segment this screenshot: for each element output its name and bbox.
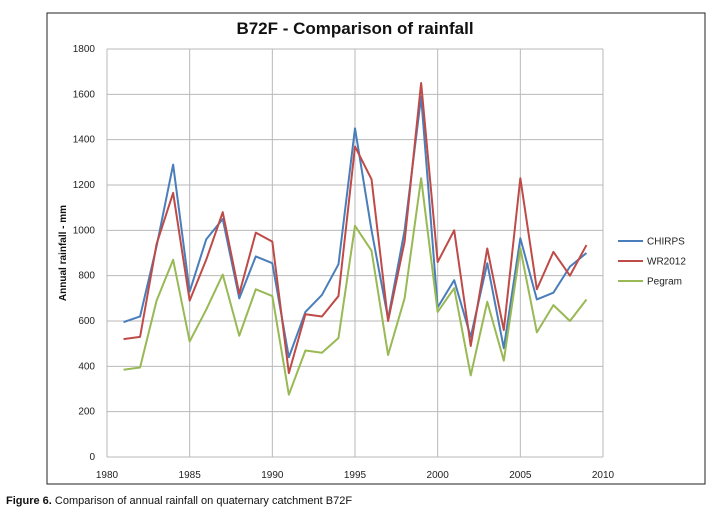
caption-label: Figure 6. [6,495,52,507]
caption-text: Comparison of annual rainfall on quatern… [52,495,353,507]
x-tick-label: 1985 [179,470,202,481]
x-axis-ticks: 1980 1985 1990 1995 2000 2005 2010 [96,470,615,481]
y-tick-label: 800 [78,271,95,282]
y-tick-label: 600 [78,316,95,327]
x-tick-label: 2000 [427,470,450,481]
chart-title: B72F - Comparison of rainfall [236,19,473,38]
y-tick-label: 200 [78,407,95,418]
y-tick-label: 0 [89,452,95,463]
y-tick-label: 1000 [73,225,96,236]
y-tick-label: 1200 [73,180,96,191]
x-tick-label: 1995 [344,470,367,481]
series-line-chirps [123,95,588,359]
y-tick-label: 1800 [73,44,96,55]
x-tick-label: 2005 [509,470,532,481]
chart-border [46,12,706,485]
x-tick-label: 2010 [592,470,615,481]
y-axis-label: Annual rainfall - mm [58,205,69,301]
series-lines [123,82,588,396]
y-tick-label: 400 [78,361,95,372]
x-tick-label: 1980 [96,470,119,481]
series-line-pegram [123,177,588,396]
y-tick-label: 1600 [73,89,96,100]
legend-label-chirps: CHIRPS [647,237,685,248]
legend: CHIRPS WR2012 Pegram [618,237,686,288]
figure-caption: Figure 6. Comparison of annual rainfall … [6,495,352,507]
legend-label-pegram: Pegram [647,277,682,288]
y-axis-ticks: 0 200 400 600 800 1000 1200 1400 1600 1800 [73,44,96,463]
x-tick-label: 1990 [261,470,284,481]
legend-label-wr2012: WR2012 [647,257,686,268]
y-tick-label: 1400 [73,135,96,146]
series-line-wr2012 [123,82,588,375]
